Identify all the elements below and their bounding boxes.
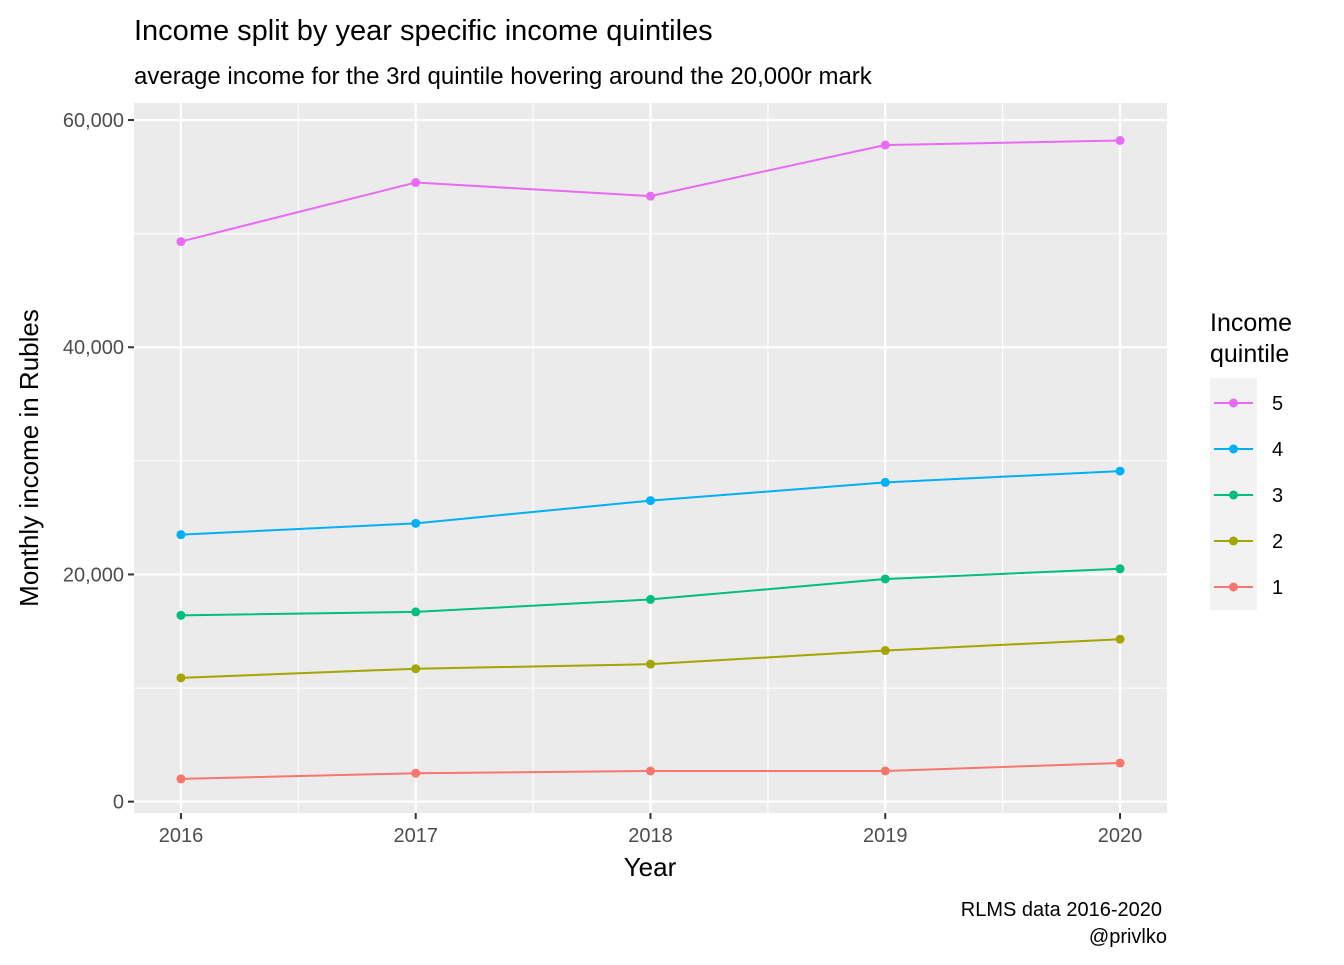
y-tick-label: 40,000 [63,337,124,359]
legend-label-2: 2 [1272,531,1283,553]
data-point-quintile-1 [646,766,655,776]
y-tick-label: 60,000 [63,110,124,132]
data-point-quintile-5 [411,178,421,188]
data-point-quintile-1 [411,768,421,778]
legend-title-line2: quintile [1210,340,1289,368]
legend-key-point-2 [1229,536,1238,546]
legend-label-5: 5 [1272,393,1283,415]
data-point-quintile-5 [880,140,890,150]
legend-label-4: 4 [1272,439,1283,461]
data-point-quintile-4 [411,518,421,528]
data-point-quintile-5 [646,191,655,201]
data-point-quintile-4 [880,477,890,487]
data-point-quintile-3 [411,607,421,617]
data-point-quintile-2 [880,646,890,656]
data-point-quintile-5 [176,237,186,247]
data-point-quintile-2 [1115,634,1125,644]
series-lines [176,135,1125,784]
data-point-quintile-1 [176,774,186,784]
caption-author: @privlko [1089,926,1167,948]
x-tick-label: 2019 [863,825,908,847]
x-tick-label: 2017 [393,825,438,847]
data-point-quintile-5 [1115,135,1125,145]
data-point-quintile-1 [1115,758,1125,768]
x-tick-label: 2016 [159,825,204,847]
legend: Income quintile 5 4 3 2 1 [1210,309,1292,610]
data-point-quintile-4 [646,496,655,506]
data-point-quintile-3 [1115,564,1125,574]
data-point-quintile-2 [646,659,655,669]
data-point-quintile-2 [411,664,421,674]
y-tick-label: 0 [113,792,124,814]
legend-key-point-4 [1229,444,1238,454]
y-tick-label: 20,000 [63,564,124,586]
y-axis-label: Monthly income in Rubles [14,309,44,607]
legend-key-point-5 [1229,398,1238,408]
legend-key-point-1 [1229,582,1238,592]
data-point-quintile-4 [1115,466,1125,476]
axes: 0 20,000 40,000 60,000 2016 2017 2018 2019 2020 [63,110,1142,847]
x-tick-label: 2018 [628,825,673,847]
chart-title: Income split by year specific income qui… [134,15,713,47]
grid-lines [134,103,1167,813]
data-point-quintile-3 [646,594,655,604]
data-point-quintile-2 [176,673,186,683]
x-axis-label: Year [624,852,677,882]
legend-entries: 5 4 3 2 1 [1214,393,1283,599]
data-point-quintile-4 [176,530,186,540]
legend-key-point-3 [1229,490,1238,500]
data-point-quintile-3 [880,574,890,584]
legend-label-3: 3 [1272,485,1283,507]
x-tick-label: 2020 [1098,825,1143,847]
legend-label-1: 1 [1272,577,1283,599]
legend-title-line1: Income [1210,309,1292,337]
data-point-quintile-3 [176,610,186,620]
data-point-quintile-1 [880,766,890,776]
caption-source: RLMS data 2016-2020 [961,899,1162,921]
chart-subtitle: average income for the 3rd quintile hove… [134,63,873,90]
